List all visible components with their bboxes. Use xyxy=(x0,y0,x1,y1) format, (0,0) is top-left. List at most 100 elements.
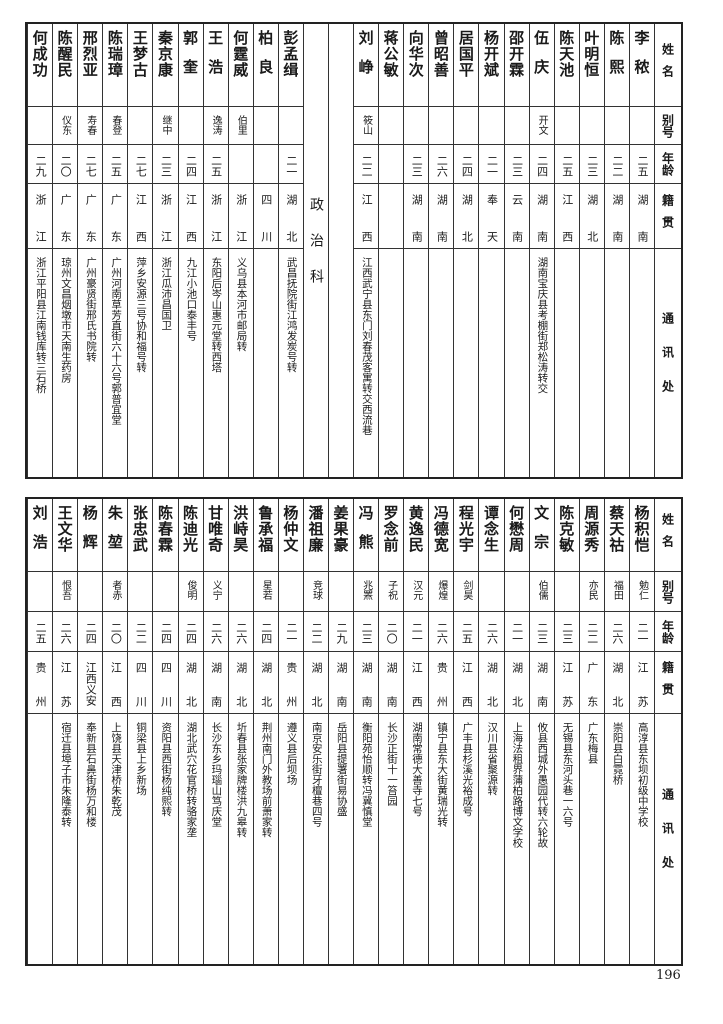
name-cell: 向华次 xyxy=(404,24,429,107)
person-name: 柏良 xyxy=(256,30,275,88)
name-cell: 何成功 xyxy=(28,24,53,107)
native-char: 江 xyxy=(460,662,474,673)
age-text: 二四 xyxy=(159,622,173,644)
native-char: 江 xyxy=(410,662,424,673)
address-cell: 铜梁县上乡新场 xyxy=(128,714,152,964)
alias-text: 仪东 xyxy=(59,115,71,135)
person-column: 谭念生 二六湖北汉川县省聚源转 xyxy=(478,499,504,964)
address-cell: 广州豪贤街邢氏书院转 xyxy=(78,249,102,477)
header-native: 籍贯 xyxy=(655,184,681,249)
native-char: 湖 xyxy=(184,662,198,673)
person-name: 刘峥 xyxy=(356,30,375,88)
age-cell: 二七 xyxy=(128,145,153,184)
header-column: 姓名 别号 年龄 籍贯 通讯处 xyxy=(654,499,681,964)
name-cell: 彭孟缉 xyxy=(278,24,303,107)
age-text: 二六 xyxy=(234,622,248,644)
age-text: 二三 xyxy=(585,155,599,177)
person-column: 潘祖廉 竞球 二二湖北南京安乐街牙檀巷四号 xyxy=(302,499,328,964)
native-text: 浙江 xyxy=(157,194,173,242)
person-name: 何成功 xyxy=(30,30,49,78)
name-cell: 郭奎 xyxy=(178,24,203,107)
person-name: 陈熙 xyxy=(607,30,626,88)
header-label: 姓名 xyxy=(660,43,675,87)
address-cell: 浙江平阳县江南钱库转三石桥 xyxy=(28,249,52,477)
person-column: 何霆威 伯里浙江义乌县本河市邮局转 xyxy=(227,24,253,477)
address-cell xyxy=(555,249,579,477)
native-text: 贵州 xyxy=(32,662,48,707)
person-column: 陈瑞璋 春登 二五广东广州河南草芳直街六十六号郭普宜堂 xyxy=(102,24,128,477)
address-cell: 遵义县后坝场 xyxy=(279,714,303,964)
native-char: 南 xyxy=(635,231,649,242)
address-text: 上饶县天津桥朱乾茂 xyxy=(110,722,123,817)
person-name: 邵开霖 xyxy=(507,30,526,78)
alias-cell: 伯里 xyxy=(228,107,253,145)
address-cell xyxy=(454,249,478,477)
native-cell: 湖北 xyxy=(579,184,604,249)
person-name: 王梦古 xyxy=(130,30,149,78)
native-text: 贵州 xyxy=(283,662,299,707)
age-text: 二二 xyxy=(360,155,374,177)
native-text: 云南 xyxy=(509,194,525,242)
native-cell: 贵州 xyxy=(28,652,53,714)
age-cell: 二三 xyxy=(579,145,604,184)
native-char: 西 xyxy=(560,231,574,242)
age-cell: 二二 xyxy=(579,612,604,652)
person-column: 杨仲文 二一贵州遵义县后坝场 xyxy=(277,499,303,964)
blank-column xyxy=(327,24,353,477)
name-cell: 陈天池 xyxy=(554,24,579,107)
address-text: 崇阳县白霓桥 xyxy=(611,722,624,785)
name-cell: 蔡天祜 xyxy=(604,499,629,572)
native-char: 广 xyxy=(59,194,73,205)
name-cell: 冯德宽 xyxy=(429,499,454,572)
address-text: 萍乡安源三号协和福号转 xyxy=(135,257,148,373)
age-cell: 二六 xyxy=(479,612,504,652)
native-cell: 四川 xyxy=(153,652,178,714)
person-name: 居国平 xyxy=(456,30,475,78)
name-cell: 王文华 xyxy=(53,499,78,572)
alias-cell xyxy=(253,107,278,145)
address-cell: 上饶县天津桥朱乾茂 xyxy=(103,714,127,964)
address-cell: 资阳县西街杨纯熙转 xyxy=(153,714,177,964)
age-cell: 二三 xyxy=(529,612,554,652)
age-cell: 二五 xyxy=(28,612,53,652)
age-cell: 二四 xyxy=(153,612,178,652)
alias-text: 继中 xyxy=(159,115,171,135)
native-char: 州 xyxy=(34,696,48,707)
header-label: 通讯处 xyxy=(660,312,675,414)
alias-text: 伯里 xyxy=(235,115,247,135)
age-cell: 二一 xyxy=(629,612,654,652)
age-cell: 二六 xyxy=(604,612,629,652)
native-cell: 江西 xyxy=(128,184,153,249)
native-char: 湖 xyxy=(535,194,549,205)
address-cell: 广丰县杉溪光裕成号 xyxy=(454,714,478,964)
native-text: 江西 xyxy=(107,662,123,707)
native-char: 东 xyxy=(84,231,98,242)
native-char: 广 xyxy=(585,662,599,673)
age-cell: 二三 xyxy=(153,145,178,184)
native-char: 东 xyxy=(109,231,123,242)
person-name: 罗念前 xyxy=(381,505,400,553)
age-cell: 二二 xyxy=(303,612,328,652)
alias-cell xyxy=(504,572,529,612)
native-char: 南 xyxy=(510,231,524,242)
native-char: 湖 xyxy=(585,194,599,205)
address-cell: 高淳县东坝初级中学校 xyxy=(630,714,654,964)
native-text: 四川 xyxy=(132,662,148,707)
age-text: 二七 xyxy=(84,155,98,177)
name-cell: 甘唯奇 xyxy=(203,499,228,572)
age-text: 二二 xyxy=(585,622,599,644)
alias-cell: 子祝 xyxy=(379,572,404,612)
native-text: 四川 xyxy=(258,194,274,242)
native-char: 北 xyxy=(485,696,499,707)
header-alias: 别号 xyxy=(655,107,681,145)
alias-text: 子祝 xyxy=(385,580,397,600)
header-native: 籍贯 xyxy=(655,652,681,714)
native-char: 湖 xyxy=(335,662,349,673)
person-column: 王浩 逸涛 二五浙江东阳后岑山惠元堂转西塔 xyxy=(202,24,228,477)
native-char: 浙 xyxy=(159,194,173,205)
native-text: 江苏 xyxy=(634,662,650,707)
native-text: 江西 xyxy=(358,194,374,242)
alias-cell xyxy=(579,107,604,145)
age-text: 二〇 xyxy=(59,155,73,177)
alias-cell: 福田 xyxy=(604,572,629,612)
